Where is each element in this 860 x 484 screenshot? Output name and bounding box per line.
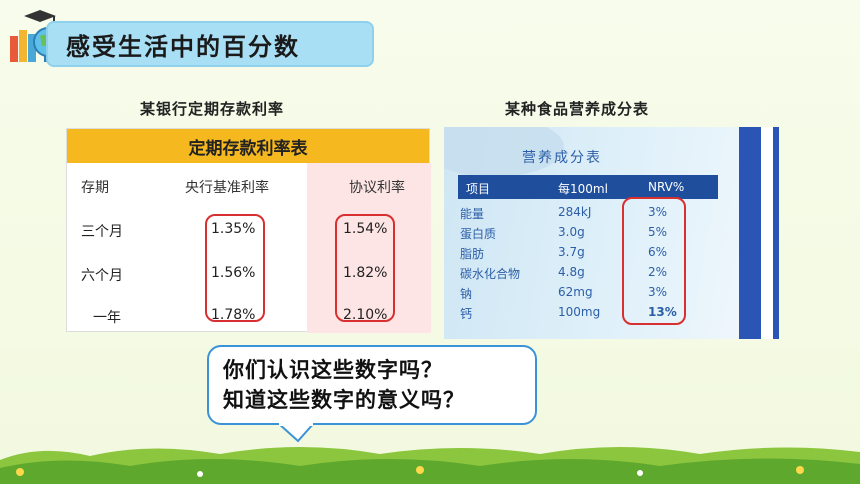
nutri-nrv: 2%: [648, 265, 668, 279]
nutri-amount: 62mg: [558, 285, 593, 299]
agreed-rate-column-bg: [307, 163, 431, 333]
agreed-rate-cell: 1.54%: [343, 221, 388, 237]
nutrition-heading: 营养成分表: [522, 150, 602, 166]
rate-table-header-row: 存期 央行基准利率 协议利率: [67, 165, 431, 205]
slide-title: 感受生活中的百分数: [66, 32, 300, 61]
rate-table-image: 定期存款利率表 存期 央行基准利率 协议利率 三个月 1.35% 1.54% 六…: [66, 128, 431, 335]
nutri-amount: 3.7g: [558, 245, 585, 259]
term-cell: 三个月: [81, 224, 123, 240]
nutri-item: 碳水化合物: [460, 267, 521, 281]
grass-footer-decoration: [0, 447, 860, 484]
agreed-rate-cell: 2.10%: [343, 307, 388, 323]
left-caption: 某银行定期存款利率: [140, 100, 285, 118]
base-rate-highlight: [205, 214, 265, 322]
table-row: 六个月 1.56% 1.82%: [67, 253, 431, 293]
base-rate-cell: 1.56%: [211, 265, 256, 281]
col-header-term: 存期: [81, 180, 109, 196]
nutri-nrv: 3%: [648, 205, 668, 219]
question-line-1: 你们认识这些数字吗？: [223, 358, 443, 382]
package-stripe-inner: [761, 127, 773, 339]
question-bubble: 你们认识这些数字吗？ 知道这些数字的意义吗？: [207, 345, 537, 425]
nutri-amount: 4.8g: [558, 265, 585, 279]
nutri-amount: 100mg: [558, 305, 601, 319]
list-item: 能量 284kJ 3%: [458, 203, 718, 222]
nutri-item: 钙: [460, 307, 473, 321]
term-cell: 六个月: [81, 268, 123, 284]
list-item: 钙 100mg 13%: [458, 303, 718, 322]
nutri-nrv: 3%: [648, 285, 668, 299]
table-row: 三个月 1.35% 1.54%: [67, 209, 431, 249]
nutri-nrv: 13%: [648, 305, 677, 319]
bubble-tail-icon: [276, 423, 316, 443]
nutri-item: 蛋白质: [460, 227, 497, 241]
nutri-nrv: 6%: [648, 245, 668, 259]
rate-table-heading: 定期存款利率表: [67, 129, 429, 163]
question-line-2: 知道这些数字的意义吗？: [223, 388, 465, 412]
title-banner: 感受生活中的百分数: [46, 21, 374, 67]
term-cell: 一年: [93, 310, 121, 326]
nutri-amount: 3.0g: [558, 225, 585, 239]
nrv-highlight: [622, 197, 686, 325]
list-item: 蛋白质 3.0g 5%: [458, 223, 718, 242]
nutrition-label-image: 营养成分表 项目 每100ml NRV% 能量 284kJ 3% 蛋白质 3.0…: [444, 127, 779, 339]
col-header-agreed: 协议利率: [349, 180, 405, 196]
nutrition-header-row: 项目 每100ml NRV%: [458, 175, 718, 199]
base-rate-cell: 1.78%: [211, 307, 256, 323]
agreed-rate-cell: 1.82%: [343, 265, 388, 281]
list-item: 钠 62mg 3%: [458, 283, 718, 302]
list-item: 脂肪 3.7g 6%: [458, 243, 718, 262]
nutri-amount: 284kJ: [558, 205, 592, 219]
nutri-col-amount: 每100ml: [558, 182, 608, 196]
nutri-nrv: 5%: [648, 225, 668, 239]
nutri-item: 钠: [460, 287, 473, 301]
col-header-base: 央行基准利率: [185, 180, 269, 196]
right-caption: 某种食品营养成分表: [505, 100, 650, 118]
package-stripe: [739, 127, 779, 339]
list-item: 碳水化合物 4.8g 2%: [458, 263, 718, 282]
nutri-col-item: 项目: [466, 182, 491, 196]
table-row: 一年 1.78% 2.10%: [67, 295, 431, 335]
nutri-item: 脂肪: [460, 247, 485, 261]
base-rate-cell: 1.35%: [211, 221, 256, 237]
nutri-item: 能量: [460, 207, 485, 221]
agreed-rate-highlight: [335, 214, 395, 322]
nutri-col-nrv: NRV%: [648, 180, 685, 194]
